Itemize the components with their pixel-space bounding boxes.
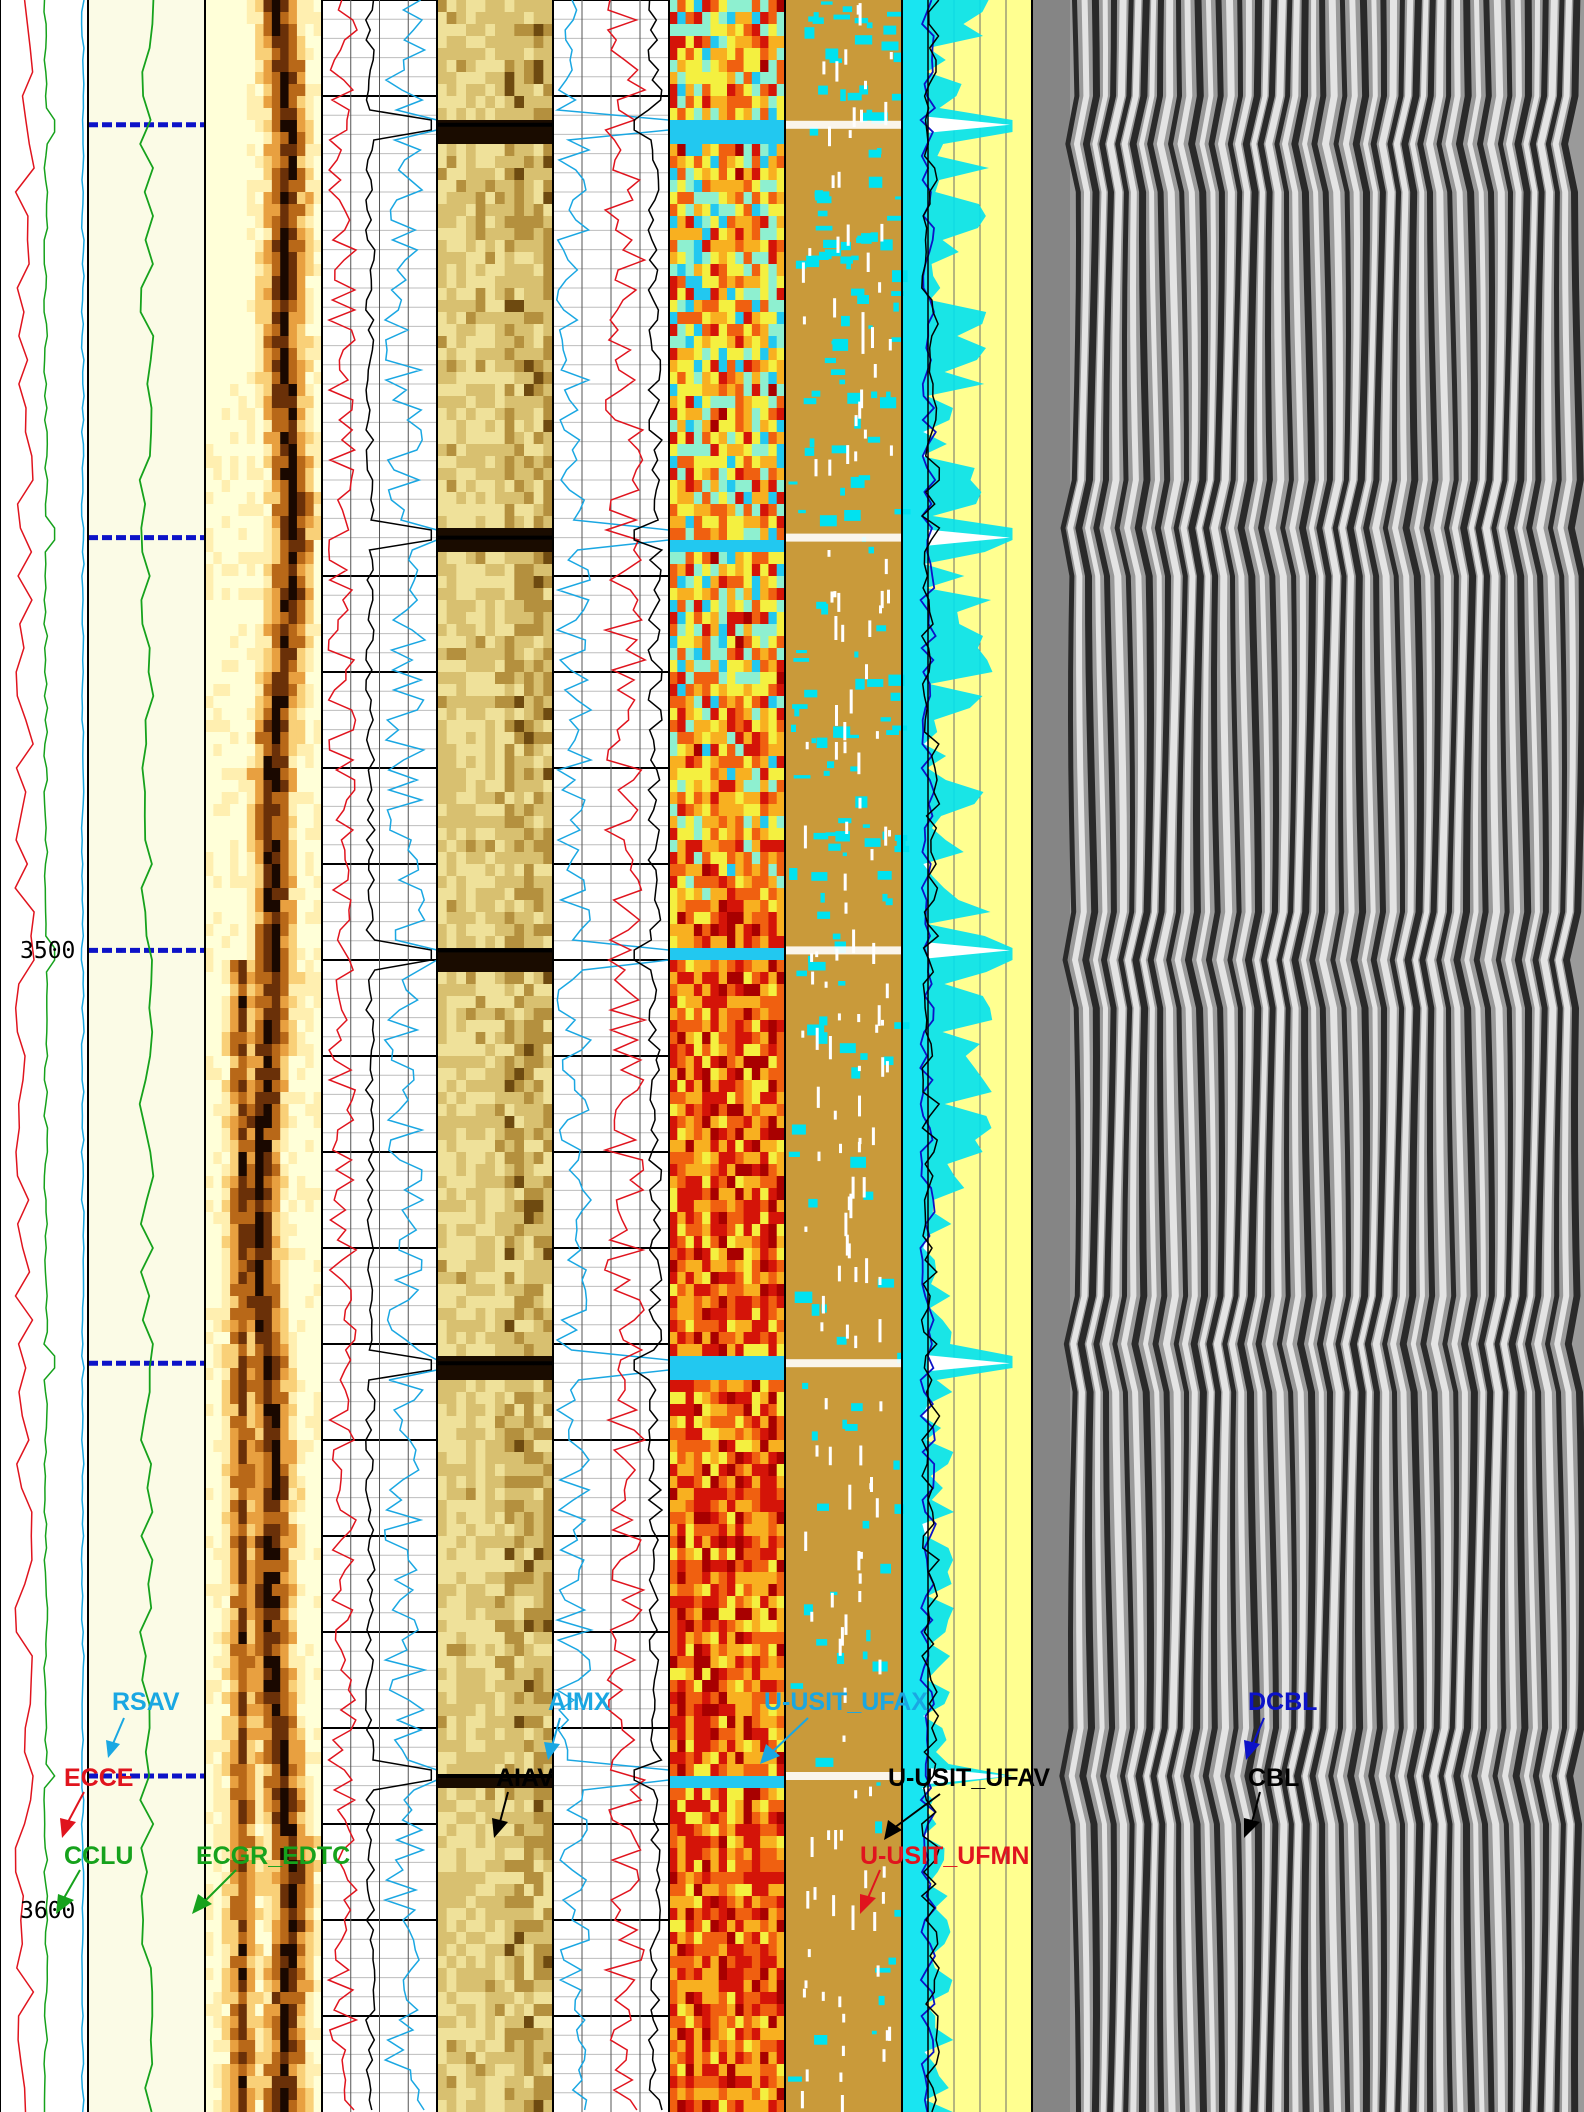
annotation-ufmn: U-USIT_UFMN [860, 1842, 1029, 1914]
amplitude-red-curve [326, 0, 359, 2111]
amplitude-image [205, 0, 323, 2112]
ufmn-curve [602, 0, 648, 2111]
annotation-ecce: ECCE [60, 1764, 133, 1838]
label-ufax: U-USIT_UFAX [764, 1688, 928, 1716]
label-ufav: U-USIT_UFAV [888, 1764, 1050, 1792]
aimx-curve [382, 0, 438, 2111]
ecgr-curve [138, 0, 155, 2112]
ufax-curve [554, 0, 670, 2111]
annotation-aiav: AIAV [492, 1764, 554, 1838]
cclu-curve [43, 0, 56, 2112]
annotation-rsav: RSAV [106, 1688, 180, 1758]
ufav-curve [633, 0, 664, 2111]
label-aimx: AIMX [548, 1688, 611, 1716]
depth-labels: 3500 3600 [20, 938, 75, 1924]
annotation-ecgr: ECGR_EDTC [192, 1842, 350, 1914]
label-ecgr: ECGR_EDTC [196, 1842, 350, 1870]
label-dcbl: DCBL [1248, 1688, 1317, 1716]
log-curves [14, 0, 1013, 2112]
depth-label-3500: 3500 [20, 938, 75, 964]
track-2-bg [88, 0, 205, 2112]
annotation-cbl: CBL [1244, 1764, 1299, 1838]
label-cclu: CCLU [64, 1842, 133, 1870]
transit-time-image [437, 0, 554, 2112]
curve-annotations: RSAV ECCE CCLU ECGR_EDTC AIMX AIAV [56, 1688, 1317, 1914]
cbl-curve [920, 0, 941, 2112]
image-tracks [205, 0, 1584, 2112]
aiav-curve [364, 0, 433, 2111]
solid-liquid-gas-map [785, 0, 911, 2112]
track-1-bg [0, 0, 88, 2112]
annotation-dcbl: DCBL [1244, 1688, 1317, 1760]
label-ecce: ECCE [64, 1764, 133, 1792]
label-cbl: CBL [1248, 1764, 1299, 1792]
label-rsav: RSAV [112, 1688, 180, 1716]
annotation-ufav: U-USIT_UFAV [884, 1764, 1050, 1840]
rsav-curve [80, 0, 85, 2112]
track-borders [0, 0, 1033, 2112]
annotation-ufax: U-USIT_UFAX [760, 1688, 928, 1764]
impedance-map [669, 0, 786, 2112]
annotation-aimx: AIMX [544, 1688, 611, 1760]
label-aiav: AIAV [496, 1764, 554, 1792]
vdl-image [1032, 0, 1584, 2112]
ecce-curve [14, 0, 35, 2112]
cbl-fill [902, 0, 1013, 2112]
annotation-cclu: CCLU [56, 1842, 133, 1914]
label-ufmn: U-USIT_UFMN [860, 1842, 1029, 1870]
